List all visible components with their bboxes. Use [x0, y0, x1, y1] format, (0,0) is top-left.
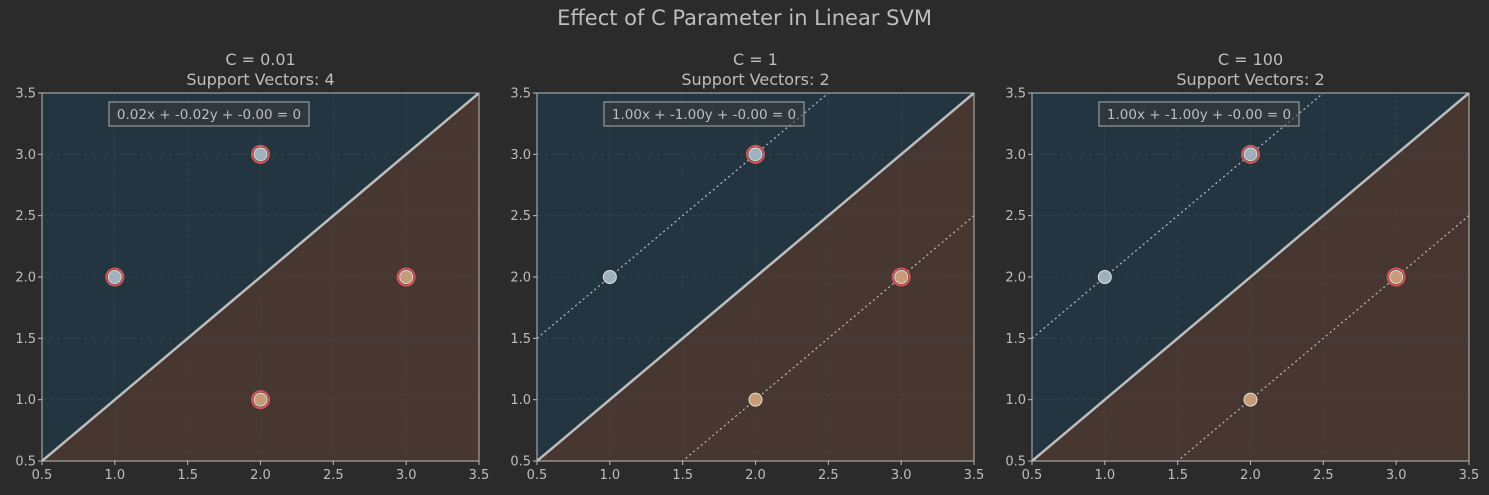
x-tick-label: 1.0 — [104, 468, 125, 483]
equation-label: 1.00x + -1.00y + -0.00 = 0 — [612, 107, 796, 123]
x-tick-label: 3.0 — [1386, 468, 1407, 483]
margin-line-negative — [1032, 93, 1324, 339]
x-tick-label: 1.0 — [1094, 468, 1115, 483]
y-tick-label: 3.5 — [15, 87, 36, 102]
y-tick-label: 0.5 — [15, 455, 36, 470]
x-tick-label: 3.5 — [964, 468, 985, 483]
y-tick-label: 2.0 — [1005, 271, 1026, 286]
margin-line-positive — [682, 215, 974, 461]
data-point-class-0 — [253, 147, 268, 162]
equation-label: 1.00x + -1.00y + -0.00 = 0 — [1107, 107, 1291, 123]
data-point-class-0 — [1097, 270, 1112, 284]
y-tick-label: 0.5 — [510, 455, 531, 470]
x-tick-label: 2.5 — [1313, 468, 1334, 483]
support-vector-ring — [251, 390, 270, 410]
support-vector-ring — [1241, 144, 1260, 164]
y-tick-label: 1.5 — [510, 332, 531, 347]
panel-title: C = 1 — [733, 50, 778, 69]
data-point-class-0 — [602, 270, 617, 284]
data-point-class-1 — [1243, 392, 1258, 407]
x-tick-label: 2.0 — [250, 468, 271, 483]
x-tick-label: 1.5 — [177, 468, 198, 483]
margin-line-negative — [537, 93, 829, 339]
panel-3: 0.5 1.0 1.5 2.0 2.5 3.0 3.5 0.5 1.0 1.5 2.0 2.5 3.0 3… — [1005, 50, 1479, 483]
data-point-class-1 — [894, 270, 909, 284]
panel-2: 0.5 1.0 1.5 2.0 2.5 3.0 3.5 0.5 1.0 1.5 2.0 2.5 3.0 3… — [510, 50, 984, 483]
x-tick-label: 3.0 — [396, 468, 417, 483]
support-vector-ring — [251, 144, 270, 164]
data-point-class-1 — [748, 392, 763, 407]
data-point-class-0 — [1243, 147, 1258, 162]
y-tick-label: 2.5 — [15, 209, 36, 224]
x-tick-label: 1.5 — [672, 468, 693, 483]
y-tick-label: 3.5 — [510, 87, 531, 102]
data-point-class-1 — [399, 270, 414, 284]
x-tick-label: 2.0 — [745, 468, 766, 483]
y-tick-label: 0.5 — [1005, 455, 1026, 470]
equation-box — [1098, 101, 1300, 127]
figure-title: Effect of C Parameter in Linear SVM — [557, 6, 932, 30]
x-tick-label: 3.5 — [469, 468, 490, 483]
y-tick-label: 3.0 — [510, 148, 531, 163]
y-tick-label: 2.0 — [15, 271, 36, 286]
x-tick-label: 0.5 — [1022, 468, 1043, 483]
x-tick-label: 2.0 — [1240, 468, 1261, 483]
y-tick-label: 1.5 — [15, 332, 36, 347]
support-vector-ring — [891, 267, 911, 287]
margin-line-positive — [1177, 215, 1469, 461]
y-tick-label: 1.5 — [1005, 332, 1026, 347]
support-vector-ring — [396, 267, 416, 287]
x-tick-label: 1.5 — [1167, 468, 1188, 483]
data-point-class-0 — [107, 270, 122, 284]
equation-label: 0.02x + -0.02y + -0.00 = 0 — [117, 107, 301, 123]
y-tick-label: 1.0 — [15, 393, 36, 408]
x-tick-label: 2.5 — [818, 468, 839, 483]
decision-boundary — [537, 93, 974, 461]
support-vector-ring — [746, 144, 765, 164]
decision-boundary — [42, 93, 479, 461]
equation-box — [603, 101, 805, 127]
y-tick-label: 2.5 — [1005, 209, 1026, 224]
data-point-class-1 — [1389, 270, 1404, 284]
x-tick-label: 0.5 — [527, 468, 548, 483]
support-vector-ring — [105, 267, 125, 287]
y-tick-label: 3.5 — [1005, 87, 1026, 102]
y-tick-label: 3.0 — [15, 148, 36, 163]
panel-subtitle: Support Vectors: 2 — [1176, 70, 1324, 89]
data-point-class-0 — [748, 147, 763, 162]
y-tick-label: 2.5 — [510, 209, 531, 224]
y-tick-label: 1.0 — [1005, 393, 1026, 408]
y-tick-label: 3.0 — [1005, 148, 1026, 163]
data-point-class-1 — [253, 392, 268, 407]
support-vector-ring — [1386, 267, 1406, 287]
panel-title: C = 0.01 — [225, 50, 295, 69]
panel-subtitle: Support Vectors: 2 — [681, 70, 829, 89]
panel-1: 0.5 1.0 1.5 2.0 2.5 3.0 3.5 0.5 1.0 1.5 2.0 2.5 3.0 3… — [15, 50, 489, 483]
x-tick-label: 1.0 — [599, 468, 620, 483]
panel-title: C = 100 — [1218, 50, 1283, 69]
x-tick-label: 0.5 — [32, 468, 53, 483]
equation-box — [108, 101, 310, 127]
y-tick-label: 1.0 — [510, 393, 531, 408]
decision-boundary — [1032, 93, 1469, 461]
panel-subtitle: Support Vectors: 4 — [186, 70, 334, 89]
x-tick-label: 2.5 — [323, 468, 344, 483]
x-tick-label: 3.0 — [891, 468, 912, 483]
y-tick-label: 2.0 — [510, 271, 531, 286]
x-tick-label: 3.5 — [1459, 468, 1480, 483]
